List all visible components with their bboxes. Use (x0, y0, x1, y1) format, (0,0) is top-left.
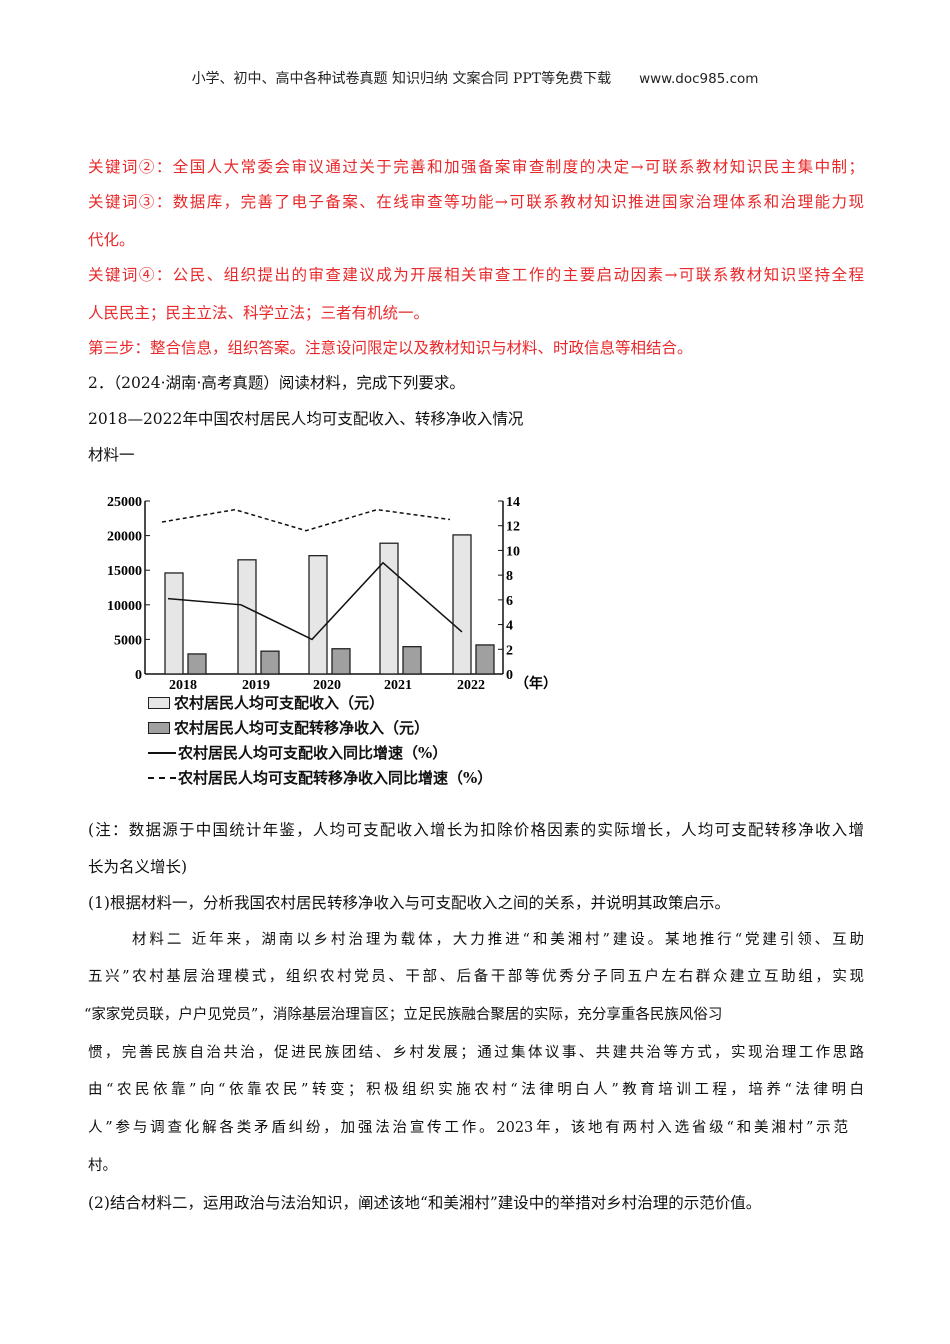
bar-transfer (260, 650, 280, 675)
bar-transfer (402, 646, 422, 675)
note-line: 长为名义增长) (88, 858, 188, 876)
left-tick-label: 10000 (107, 599, 142, 614)
legend-item: 农村居民人均可支配收入同比增速（%） (148, 742, 447, 763)
question-source: （2024·湖南·高考真题）阅读材料，完成下列要求。 (113, 374, 465, 392)
step-line: 第三步：整合信息，组织答案。注意设问限定以及教材知识与材料、时政信息等相结合。 (88, 339, 693, 357)
bar-transfer (331, 648, 351, 675)
x-tick-label: 2018 (169, 678, 197, 693)
material2-line: “家家党员联，户户见党员”，消除基层治理盲区；立足民族融合聚居的实际，充分享重各… (84, 1007, 723, 1023)
right-tick-label: 10 (506, 544, 520, 559)
material2-line: 五兴”农村基层治理模式，组织农村党员、干部、后备干部等优秀分子同五户左右群众建立… (88, 969, 864, 985)
legend-label: 农村居民人均可支配收入同比增速（%） (178, 744, 448, 762)
right-tick-label: 4 (506, 619, 513, 634)
left-tick-label: 5000 (114, 633, 142, 648)
bar-transfer (187, 653, 207, 675)
material2-line: 村。 (88, 1158, 117, 1174)
x-unit-label: （年） (515, 675, 557, 692)
header-site: www.doc985.com (639, 71, 759, 87)
bar-transfer (475, 644, 495, 675)
bar-income (308, 555, 328, 675)
material2-line: 人”参与调查化解各类矛盾纠纷，加强法治宣传工作。2023年，该地有两村入选省级“… (88, 1120, 848, 1136)
right-tick-label: 14 (506, 495, 520, 510)
left-tick-label: 20000 (107, 530, 142, 545)
x-tick-label: 2022 (457, 678, 485, 693)
x-tick-label: 2021 (384, 678, 412, 693)
legend-item: 农村居民人均可支配转移净收入（元） (148, 717, 429, 738)
bar-income (237, 559, 257, 675)
left-tick-label: 25000 (107, 495, 142, 510)
bar-income (379, 542, 399, 675)
legend-swatch (148, 696, 170, 709)
page-header: 小学、初中、高中各种试卷真题 知识归纳 文案合同 PPT等免费下载 www.doc… (0, 68, 950, 88)
legend-label: 农村居民人均可支配收入（元） (174, 694, 385, 712)
question-2: (2)结合材料二，运用政治与法治知识，阐述该地“和美湘村”建设中的举措对乡村治理… (88, 1194, 762, 1212)
material1-label: 材料一 (88, 446, 135, 464)
question-number: 2． (88, 374, 114, 392)
chart: 0 5000 10000 15000 20000 25000 0 2 4 6 8 10 12 14 2018… (107, 495, 557, 693)
keyword-line: 代化。 (88, 231, 135, 249)
chart-caption: 2018—2022年中国农村居民人均可支配收入、转移净收入情况 (88, 410, 524, 428)
income-growth-line (167, 561, 463, 641)
right-tick-label: 12 (506, 520, 520, 535)
keyword-line: 关键词②：全国人大常委会审议通过关于完善和加强备案审查制度的决定→可联系教材知识… (88, 158, 864, 176)
right-tick-label: 0 (506, 668, 513, 683)
keyword-line: 关键词④：公民、组织提出的审查建议成为开展相关审查工作的主要启动因素→可联系教材… (88, 266, 864, 284)
question-heading: 2．（2024·湖南·高考真题）阅读材料，完成下列要求。 (88, 373, 864, 393)
bar-income (164, 572, 184, 675)
right-tick-label: 2 (506, 643, 513, 658)
legend-item: 农村居民人均可支配收入（元） (148, 692, 384, 713)
left-tick-label: 0 (135, 668, 142, 683)
right-tick-label: 6 (506, 594, 513, 609)
transfer-growth-line (161, 508, 451, 532)
legend-swatch (148, 721, 170, 734)
note-line: (注：数据源于中国统计年鉴，人均可支配收入增长为扣除价格因素的实际增长，人均可支… (88, 821, 864, 839)
legend-label: 农村居民人均可支配转移净收入（元） (174, 719, 430, 737)
legend-swatch (148, 776, 176, 779)
material2-line: 惯，完善民族自治共治，促进民族团结、乡村发展；通过集体议事、共建共治等方式，实现… (88, 1045, 864, 1061)
material2-line: 材料二 近年来，湖南以乡村治理为载体，大力推进“和美湘村”建设。某地推行“党建引… (132, 932, 864, 948)
keyword-line: 关键词③：数据库，完善了电子备案、在线审查等功能→可联系教材知识推进国家治理体系… (88, 193, 864, 211)
keyword-line: 人民民主；民主立法、科学立法；三者有机统一。 (88, 304, 430, 322)
legend-label: 农村居民人均可支配转移净收入同比增速（%） (178, 769, 493, 787)
question-1: (1)根据材料一，分析我国农村居民转移净收入与可支配收入之间的关系，并说明其政策… (88, 894, 730, 912)
header-text: 小学、初中、高中各种试卷真题 知识归纳 文案合同 PPT等免费下载 (191, 71, 612, 87)
legend-swatch (148, 751, 176, 754)
legend-item: 农村居民人均可支配转移净收入同比增速（%） (148, 767, 492, 788)
x-tick-label: 2020 (313, 678, 341, 693)
right-tick-label: 8 (506, 569, 513, 584)
x-tick-label: 2019 (242, 678, 270, 693)
bar-income (452, 534, 472, 675)
material2-line: 由“农民依靠”向“依靠农民”转变；积极组织实施农村“法律明白人”教育培训工程，培… (88, 1082, 864, 1098)
left-tick-label: 15000 (107, 564, 142, 579)
